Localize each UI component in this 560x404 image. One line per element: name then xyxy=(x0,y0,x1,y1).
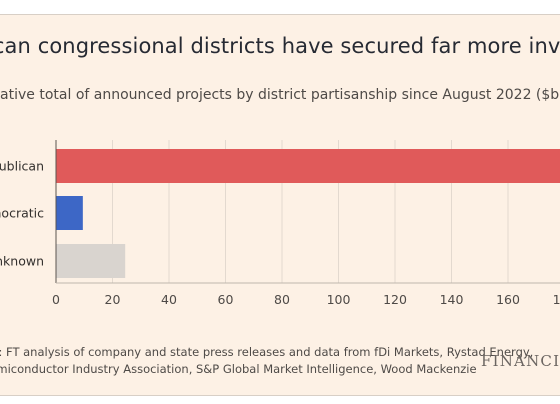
bar-democratic xyxy=(56,196,83,230)
x-tick-label: 100 xyxy=(327,292,351,307)
x-tick-label: 180 xyxy=(553,292,560,307)
x-tick-label: 20 xyxy=(105,292,121,307)
x-tick-label: 80 xyxy=(274,292,290,307)
x-tick-label: 120 xyxy=(383,292,407,307)
ft-brand-logo: FINANCIAL TIMES xyxy=(481,352,560,370)
category-label: Unknown xyxy=(0,254,44,269)
category-label: Republican xyxy=(0,159,44,174)
bar-unknown xyxy=(56,244,126,278)
source-note: Source: FT analysis of company and state… xyxy=(0,344,534,378)
source-line-2: Semiconductor Industry Association, S&P … xyxy=(0,362,477,376)
chart-subtitle: Cumulative total of announced projects b… xyxy=(0,87,560,103)
bar-republican xyxy=(56,149,560,183)
chart-title: Republican congressional districts have … xyxy=(0,34,560,58)
x-tick-label: 160 xyxy=(496,292,520,307)
x-tick-label: 60 xyxy=(218,292,234,307)
x-tick-label: 140 xyxy=(440,292,464,307)
category-label: Democratic xyxy=(0,206,44,221)
source-line-1: Source: FT analysis of company and state… xyxy=(0,345,534,359)
x-tick-label: 0 xyxy=(52,292,60,307)
chart-card xyxy=(0,14,560,396)
x-tick-label: 40 xyxy=(161,292,177,307)
